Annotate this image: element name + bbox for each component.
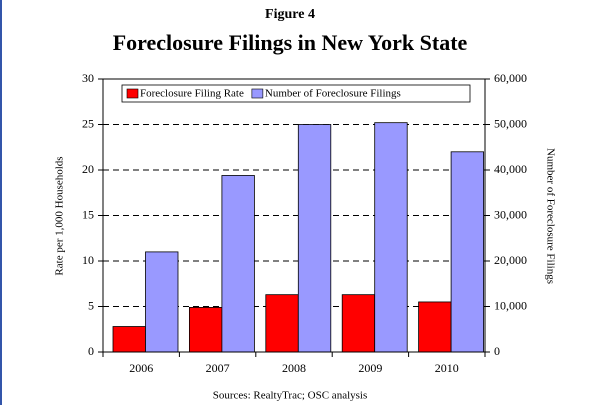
plot-frame	[102, 78, 486, 353]
bar	[418, 301, 452, 353]
source-note: Sources: RealtyTrac; OSC analysis	[213, 390, 368, 402]
y2-tick-label: 40,000	[494, 162, 527, 176]
y2-tick-label: 50,000	[494, 116, 527, 130]
bar	[188, 307, 223, 353]
bar	[374, 122, 408, 353]
y-axis-label: Rate per 1,000 Households	[54, 156, 66, 275]
y2-tick-label: 60,000	[494, 71, 527, 85]
y-tick-label: 25	[82, 116, 94, 130]
chart-title: Foreclosure Filings in New York State	[113, 30, 468, 55]
y-tick-label: 20	[82, 162, 94, 176]
x-tick-label: 2008	[282, 361, 306, 375]
legend-swatch	[251, 88, 264, 99]
y2-tick-label: 0	[494, 344, 500, 358]
legend-swatch	[126, 88, 139, 99]
y2-axis-label: Number of Foreclosure Filings	[544, 148, 556, 284]
y2-tick-label: 10,000	[494, 298, 527, 312]
x-tick-label: 2007	[206, 361, 230, 375]
bar	[112, 326, 146, 353]
x-tick-label: 2010	[435, 361, 459, 375]
legend-label: Foreclosure Filing Rate	[140, 88, 244, 100]
bar	[265, 294, 299, 353]
bar	[145, 251, 179, 353]
x-tick-label: 2006	[129, 361, 153, 375]
legend-label: Number of Foreclosure Filings	[265, 88, 401, 100]
bar	[341, 294, 376, 353]
legend-box	[121, 84, 471, 103]
chart-supertitle: Figure 4	[265, 7, 315, 22]
y-tick-label: 15	[82, 207, 94, 221]
y2-tick-label: 30,000	[494, 207, 527, 221]
bar	[450, 151, 485, 353]
y-tick-label: 10	[82, 253, 94, 267]
bar	[221, 175, 255, 353]
bar	[297, 124, 332, 353]
y-tick-label: 30	[82, 71, 94, 85]
y-tick-label: 5	[88, 298, 94, 312]
y2-tick-label: 20,000	[494, 253, 527, 267]
y-tick-label: 0	[88, 344, 94, 358]
x-tick-label: 2009	[358, 361, 382, 375]
